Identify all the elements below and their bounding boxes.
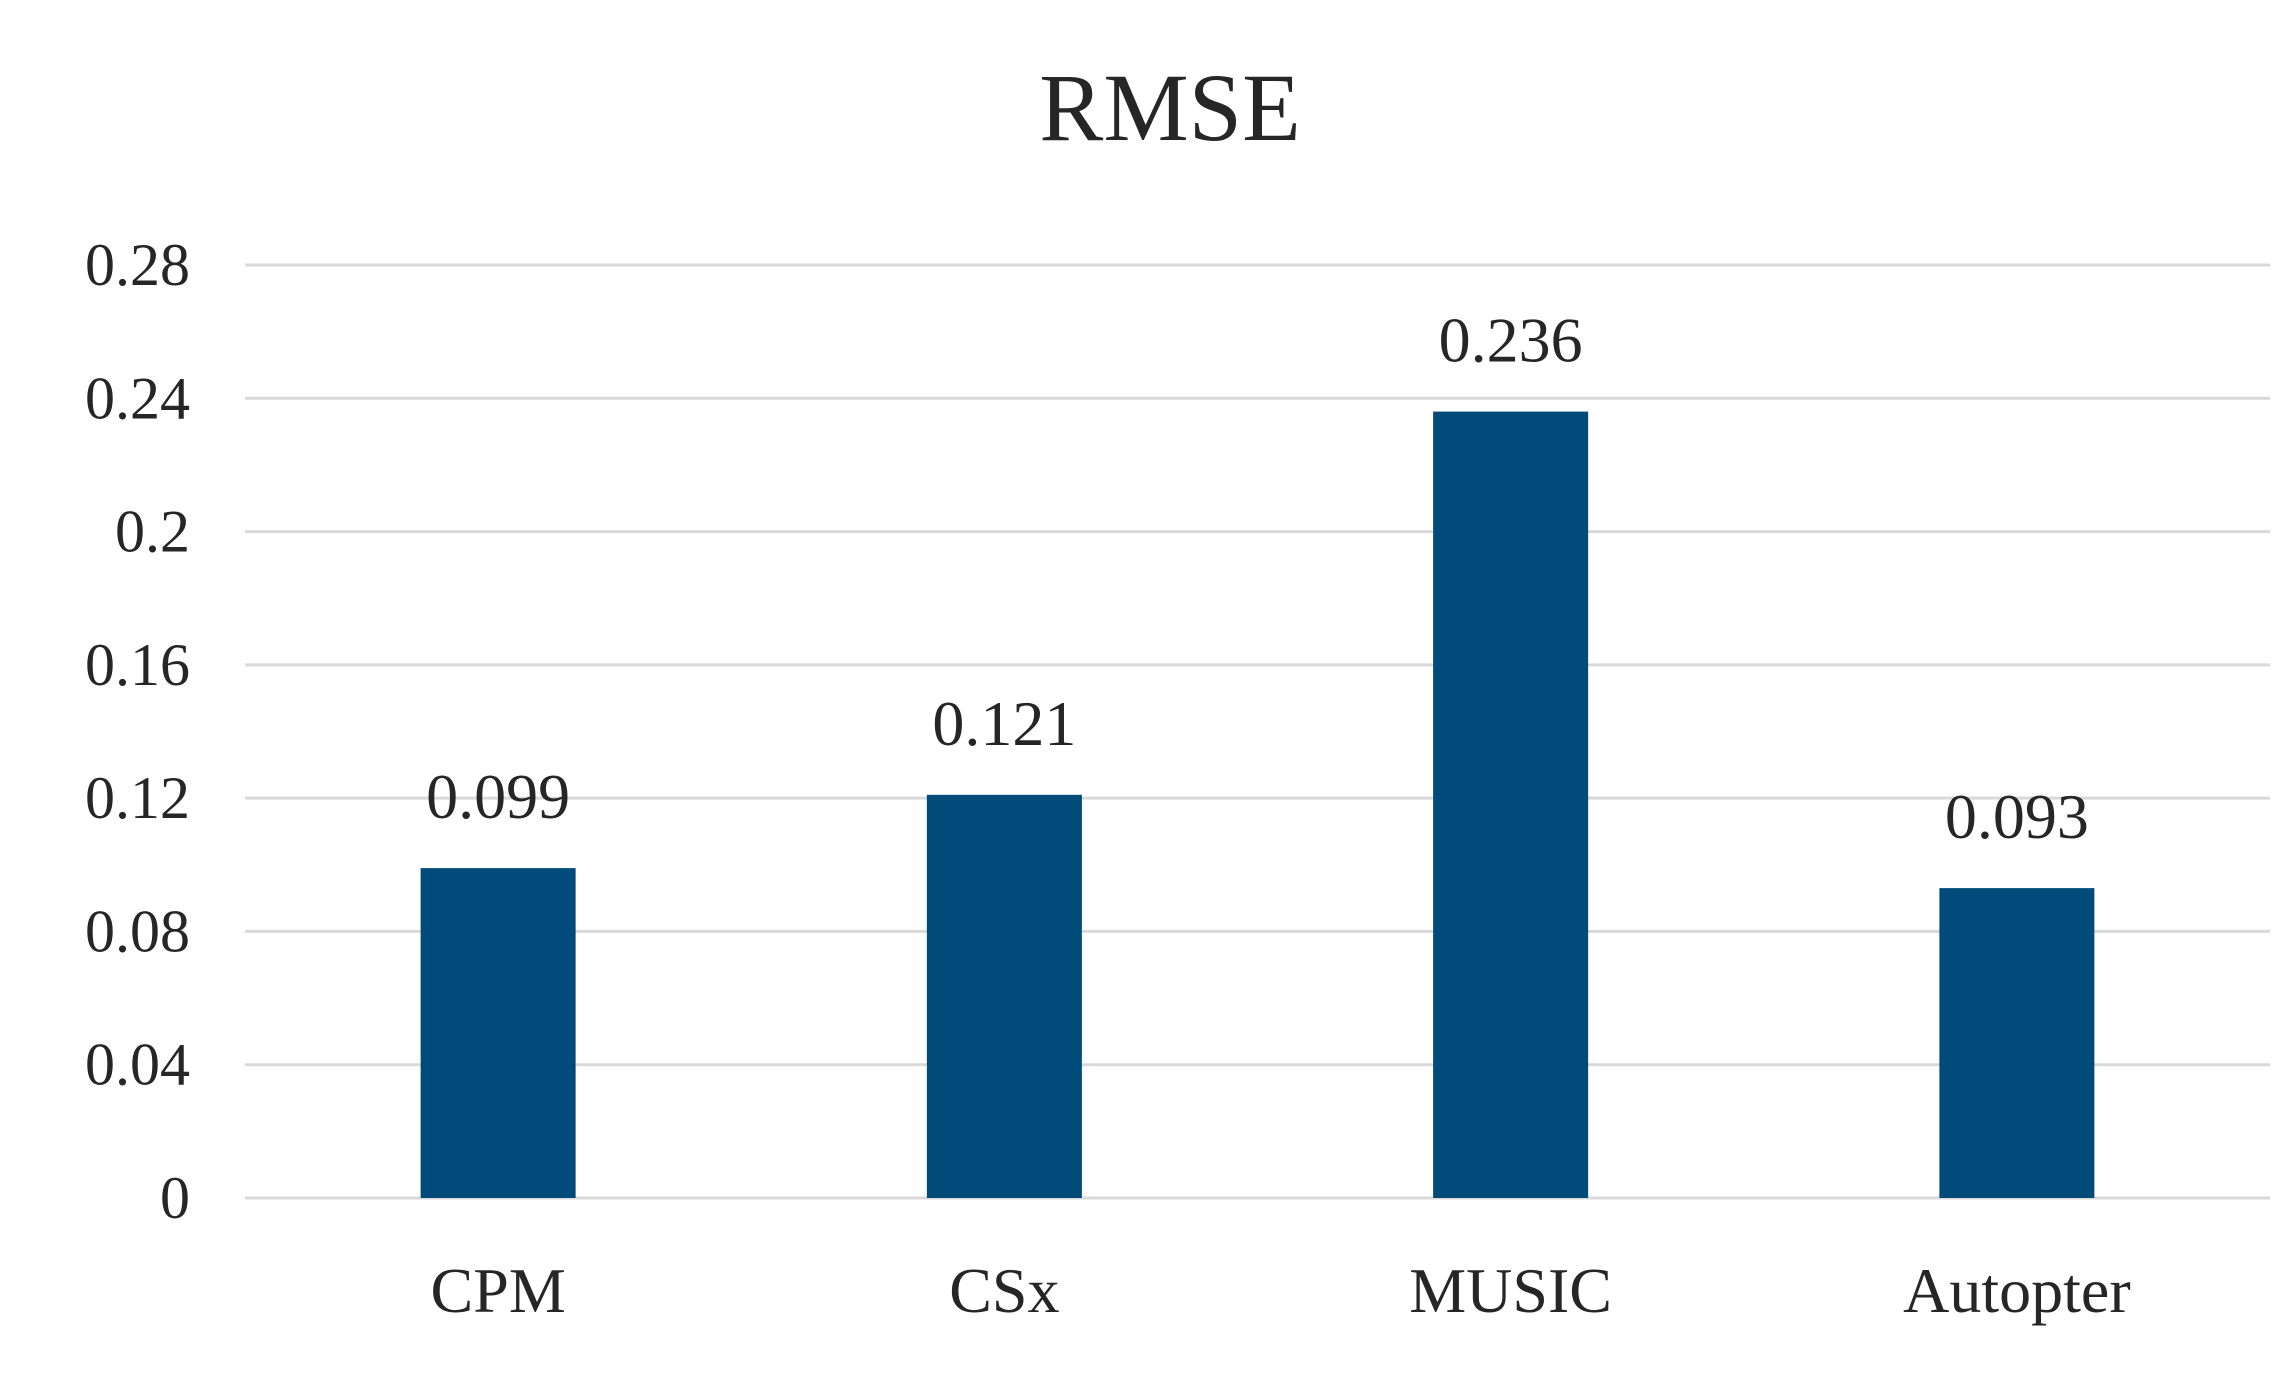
bar-autopter bbox=[1939, 888, 2095, 1198]
category-label-cpm: CPM bbox=[431, 1255, 566, 1326]
data-label-music: 0.236 bbox=[1439, 305, 1583, 376]
data-label-cpm: 0.099 bbox=[426, 761, 570, 832]
y-axis-tick-labels: 0 0.04 0.08 0.12 0.16 0.2 0.24 0.28 bbox=[85, 232, 190, 1231]
y-tick-label: 0.12 bbox=[85, 765, 190, 831]
chart-title: RMSE bbox=[1039, 54, 1300, 161]
gridlines bbox=[245, 263, 2270, 1200]
bar-csx bbox=[926, 794, 1082, 1198]
category-label-csx: CSx bbox=[949, 1255, 1059, 1326]
y-tick-label: 0 bbox=[160, 1165, 190, 1231]
x-axis-category-labels: CPM CSx MUSIC Autopter bbox=[431, 1255, 2131, 1326]
category-label-music: MUSIC bbox=[1409, 1255, 1612, 1326]
bar-music bbox=[1433, 411, 1589, 1199]
category-label-autopter: Autopter bbox=[1903, 1255, 2131, 1326]
y-tick-label: 0.16 bbox=[85, 632, 190, 698]
y-tick-label: 0.2 bbox=[115, 499, 190, 565]
data-label-csx: 0.121 bbox=[932, 688, 1076, 759]
bar-cpm bbox=[420, 868, 576, 1198]
y-tick-label: 0.28 bbox=[85, 232, 190, 298]
data-label-autopter: 0.093 bbox=[1945, 781, 2089, 852]
bars bbox=[420, 411, 2095, 1199]
y-tick-label: 0.24 bbox=[85, 365, 190, 431]
y-tick-label: 0.08 bbox=[85, 898, 190, 964]
data-labels: 0.099 0.121 0.236 0.093 bbox=[426, 305, 2089, 852]
y-tick-label: 0.04 bbox=[85, 1032, 190, 1098]
